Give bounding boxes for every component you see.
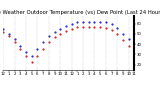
Title: Milwaukee Weather Outdoor Temperature (vs) Dew Point (Last 24 Hours): Milwaukee Weather Outdoor Temperature (v… [0, 10, 160, 15]
